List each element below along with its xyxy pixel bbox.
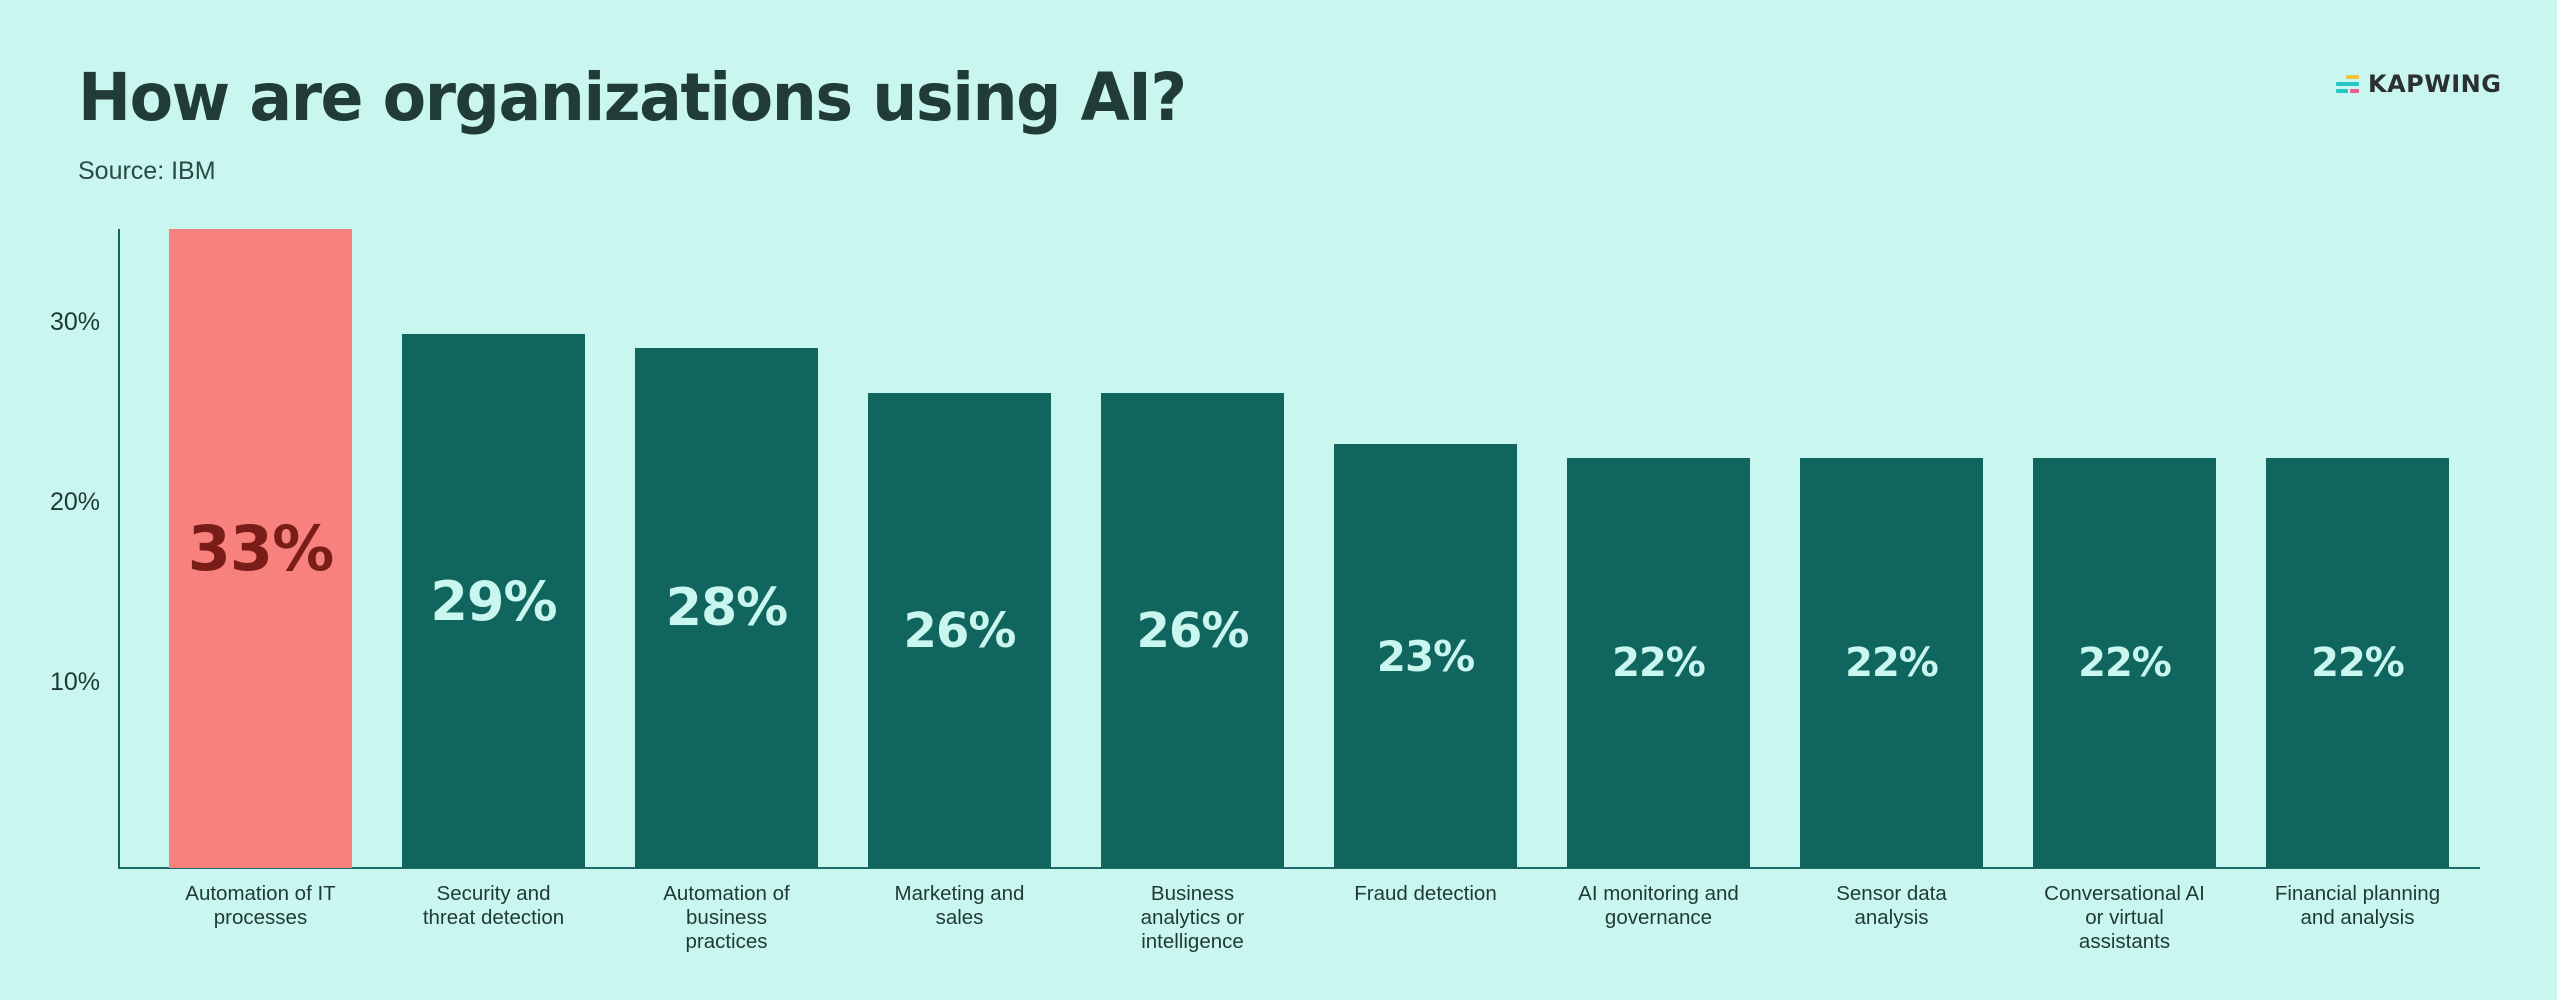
kapwing-logo: KAPWING bbox=[2336, 70, 2502, 98]
category-label-line: or virtual bbox=[2085, 906, 2164, 929]
category-label-line: intelligence bbox=[1141, 930, 1244, 953]
bar-value-label: 28% bbox=[665, 578, 788, 638]
bar-value-label: 26% bbox=[903, 602, 1017, 659]
category-label-line: Automation of bbox=[663, 882, 790, 905]
x-axis-line bbox=[118, 867, 2480, 869]
x-axis-category-label: Automation of business practices bbox=[612, 882, 842, 954]
bar-value-label: 33% bbox=[187, 512, 334, 585]
chart-source: Source: IBM bbox=[78, 157, 216, 185]
category-label-line: business bbox=[686, 906, 767, 929]
bar-value-label: 22% bbox=[1612, 640, 1706, 686]
bar-value-label: 26% bbox=[1136, 602, 1250, 659]
category-label-line: Marketing and bbox=[894, 882, 1025, 905]
bar-10: 22% bbox=[2266, 458, 2449, 868]
x-axis-category-label: Conversational AI or virtual assistants bbox=[2010, 882, 2240, 954]
category-label-line: Financial planning bbox=[2274, 882, 2441, 905]
category-label-line: practices bbox=[685, 930, 768, 953]
x-axis-category-label: Automation of IT processes bbox=[146, 882, 376, 930]
chart-title: How are organizations using AI? bbox=[78, 59, 1187, 136]
x-axis-category-label: Financial planning and analysis bbox=[2243, 882, 2473, 930]
bar-1: 33% bbox=[169, 229, 352, 868]
x-axis-category-label: Security and threat detection bbox=[379, 882, 609, 930]
x-axis-category-label: AI monitoring and governance bbox=[1544, 882, 1774, 930]
x-axis-category-label: Business analytics or intelligence bbox=[1078, 882, 1308, 954]
category-label-line: analytics or bbox=[1140, 906, 1245, 929]
bar-6: 23% bbox=[1334, 444, 1517, 868]
category-label-line: Conversational AI bbox=[2044, 882, 2205, 905]
category-label-line: Sensor data bbox=[1836, 882, 1947, 905]
category-label-line: assistants bbox=[2078, 930, 2171, 953]
bar-value-label: 23% bbox=[1376, 631, 1476, 681]
bar-2: 29% bbox=[402, 334, 585, 868]
category-label-line: sales bbox=[935, 906, 984, 929]
category-label-line: threat detection bbox=[422, 906, 565, 929]
logo-text: KAPWING bbox=[2368, 70, 2502, 98]
category-label-line: processes bbox=[213, 906, 308, 929]
y-tick-20: 20% bbox=[49, 488, 100, 516]
bar-value-label: 22% bbox=[2078, 640, 2172, 686]
x-axis-category-label: Fraud detection bbox=[1311, 882, 1541, 906]
y-axis-line bbox=[118, 229, 120, 869]
category-label-line: Automation of IT bbox=[185, 882, 336, 905]
bar-value-label: 22% bbox=[1845, 640, 1939, 686]
bar-8: 22% bbox=[1800, 458, 1983, 868]
bar-3: 28% bbox=[635, 348, 818, 868]
category-label-line: analysis bbox=[1854, 906, 1929, 929]
bar-4: 26% bbox=[868, 393, 1051, 868]
category-label-line: AI monitoring and bbox=[1578, 882, 1739, 905]
bar-7: 22% bbox=[1567, 458, 1750, 868]
category-label-line: governance bbox=[1604, 906, 1713, 929]
kapwing-logo-icon bbox=[2336, 74, 2362, 94]
category-label-line: and analysis bbox=[2300, 906, 2415, 929]
y-tick-30: 30% bbox=[49, 308, 100, 336]
x-axis-category-label: Sensor data analysis bbox=[1777, 882, 2007, 930]
category-label-line: Fraud detection bbox=[1354, 882, 1497, 905]
bar-value-label: 29% bbox=[430, 569, 557, 633]
category-label-line: Security and bbox=[436, 882, 551, 905]
x-axis-category-label: Marketing and sales bbox=[845, 882, 1075, 930]
bar-value-label: 22% bbox=[2311, 640, 2405, 686]
y-tick-10: 10% bbox=[49, 668, 100, 696]
bar-9: 22% bbox=[2033, 458, 2216, 868]
category-label-line: Business bbox=[1150, 882, 1235, 905]
bar-5: 26% bbox=[1101, 393, 1284, 868]
